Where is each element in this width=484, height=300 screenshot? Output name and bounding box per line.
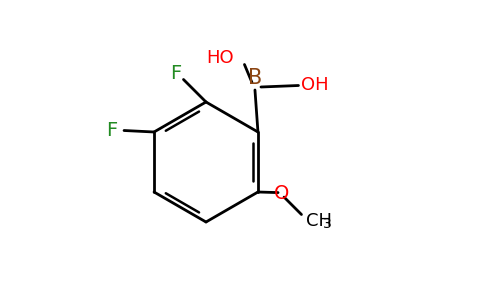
Text: O: O bbox=[273, 184, 289, 203]
Text: HO: HO bbox=[206, 50, 234, 68]
Text: 3: 3 bbox=[323, 218, 332, 231]
Text: OH: OH bbox=[302, 76, 329, 94]
Text: CH: CH bbox=[306, 212, 332, 230]
Text: F: F bbox=[106, 121, 118, 140]
Text: B: B bbox=[248, 68, 262, 88]
Text: F: F bbox=[170, 64, 182, 83]
